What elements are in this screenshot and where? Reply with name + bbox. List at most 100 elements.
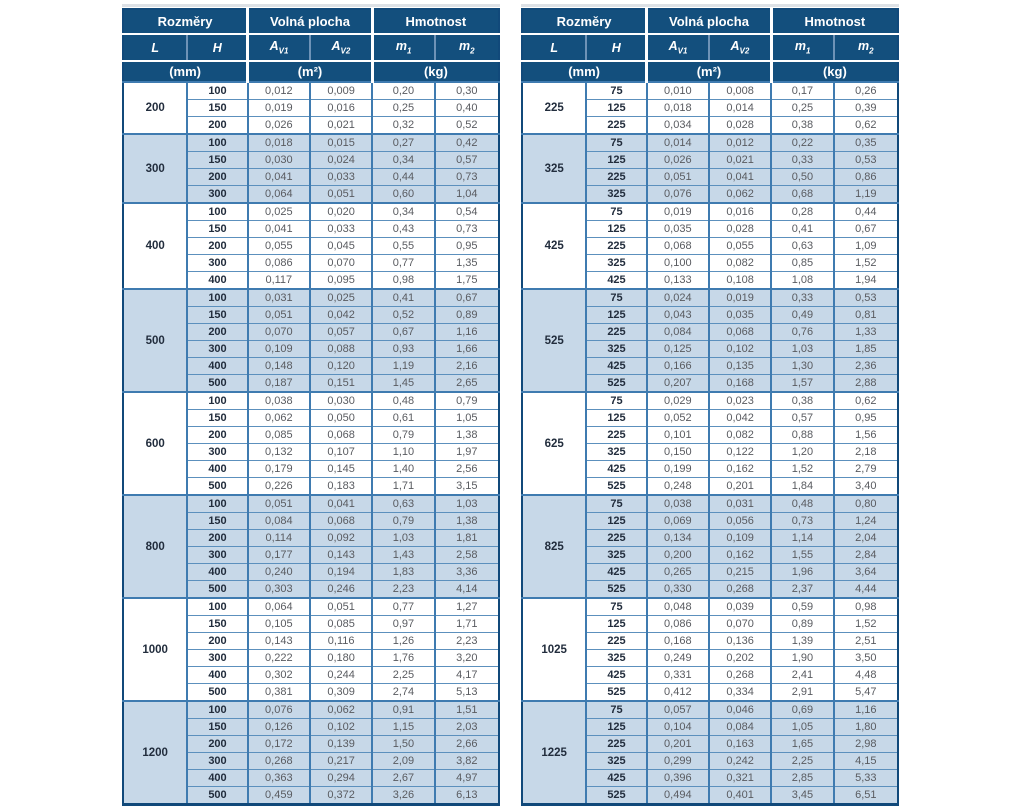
h-dimension-cell: 200 — [187, 632, 249, 650]
value-cell-m2: 0,53 — [833, 288, 898, 307]
h-dimension-cell: 525 — [586, 374, 648, 392]
value-cell-av2: 0,012 — [708, 133, 773, 152]
h-dimension-cell: 300 — [187, 546, 249, 564]
value-cell-av2: 0,372 — [309, 786, 374, 805]
value-cell-m2: 1,97 — [434, 443, 499, 461]
table-row: 225 0,068 0,055 0,63 1,09 — [522, 237, 898, 255]
value-cell-av2: 0,009 — [309, 81, 374, 100]
spec-table-left: Rozměry Volná plocha Hmotnost L H AV1 AV2 m1 m2(… — [122, 4, 500, 806]
value-cell-av1: 0,125 — [646, 340, 710, 358]
h-dimension-cell: 400 — [187, 563, 249, 581]
value-cell-av2: 0,062 — [309, 700, 374, 719]
value-cell-av1: 0,019 — [646, 202, 710, 221]
value-cell-m2: 2,51 — [833, 632, 898, 650]
value-cell-m2: 4,97 — [434, 769, 499, 787]
column-symbol: L — [151, 40, 159, 55]
value-cell-m2: 1,94 — [833, 271, 898, 289]
value-cell-av2: 0,334 — [708, 683, 773, 701]
value-cell-av1: 0,148 — [247, 357, 311, 375]
value-cell-m1: 1,83 — [372, 563, 436, 581]
value-cell-m2: 4,48 — [833, 666, 898, 684]
table-row: 200 0,085 0,068 0,79 1,38 — [123, 426, 499, 444]
value-cell-m1: 1,71 — [372, 477, 436, 495]
h-dimension-cell: 425 — [586, 666, 648, 684]
value-cell-av1: 0,222 — [247, 649, 311, 667]
value-cell-m1: 1,96 — [771, 563, 835, 581]
h-dimension-cell: 325 — [586, 443, 648, 461]
value-cell-av2: 0,102 — [708, 340, 773, 358]
h-dimension-cell: 100 — [187, 288, 249, 307]
table-row: 400 100 0,025 0,020 0,34 0,54 — [123, 202, 499, 289]
table-row: 300 0,109 0,088 0,93 1,66 — [123, 340, 499, 358]
table-row: 400 0,148 0,120 1,19 2,16 — [123, 357, 499, 375]
value-cell-m1: 0,97 — [372, 615, 436, 633]
value-cell-m2: 1,33 — [833, 323, 898, 341]
value-cell-av2: 0,021 — [309, 116, 374, 134]
value-cell-av2: 0,008 — [708, 81, 773, 100]
value-cell-av2: 0,102 — [309, 718, 374, 736]
value-cell-av1: 0,030 — [247, 151, 311, 169]
table-row: 200 0,143 0,116 1,26 2,23 — [123, 632, 499, 650]
value-cell-m2: 1,52 — [833, 615, 898, 633]
h-dimension-cell: 525 — [586, 580, 648, 598]
column-symbol: H — [212, 40, 222, 55]
section-header-1: Volná plocha — [247, 9, 374, 35]
table-row: 200 0,041 0,033 0,44 0,73 — [123, 168, 499, 186]
h-dimension-cell: 400 — [187, 769, 249, 787]
value-cell-av1: 0,014 — [646, 133, 710, 152]
value-cell-m1: 1,45 — [372, 374, 436, 392]
value-cell-m2: 1,80 — [833, 718, 898, 736]
h-dimension-cell: 150 — [187, 99, 249, 117]
value-cell-m1: 1,26 — [372, 632, 436, 650]
h-dimension-cell: 425 — [586, 563, 648, 581]
column-header-m2: m2 — [833, 34, 898, 62]
value-cell-m2: 0,81 — [833, 306, 898, 324]
h-dimension-cell: 200 — [187, 323, 249, 341]
value-cell-m2: 2,79 — [833, 460, 898, 478]
table-row: 400 0,117 0,095 0,98 1,75 — [123, 271, 499, 289]
h-dimension-cell: 500 — [187, 786, 249, 805]
column-symbol: m — [459, 39, 471, 54]
unit-header-0: (mm) — [522, 61, 649, 82]
value-cell-m2: 5,47 — [833, 683, 898, 701]
h-dimension-cell: 225 — [586, 735, 648, 753]
value-cell-m2: 0,26 — [833, 81, 898, 100]
value-cell-m2: 5,33 — [833, 769, 898, 787]
value-cell-av1: 0,179 — [247, 460, 311, 478]
value-cell-av2: 0,035 — [708, 306, 773, 324]
value-cell-m1: 1,30 — [771, 357, 835, 375]
value-cell-m2: 2,98 — [833, 735, 898, 753]
value-cell-av2: 0,024 — [309, 151, 374, 169]
value-cell-m1: 1,10 — [372, 443, 436, 461]
h-dimension-cell: 100 — [187, 202, 249, 221]
table-row: 800 100 0,051 0,041 0,63 1,03 — [123, 494, 499, 598]
h-dimension-cell: 100 — [187, 597, 249, 616]
value-cell-m1: 2,85 — [771, 769, 835, 787]
table-row: 425 75 0,019 0,016 0,28 0,44 — [522, 202, 898, 289]
unit-header-2: (kg) — [372, 61, 499, 82]
value-cell-m1: 0,61 — [372, 409, 436, 427]
value-cell-m1: 0,85 — [771, 254, 835, 272]
value-cell-av2: 0,168 — [708, 374, 773, 392]
value-cell-m1: 1,76 — [372, 649, 436, 667]
table-row: 425 0,166 0,135 1,30 2,36 — [522, 357, 898, 375]
value-cell-av1: 0,109 — [247, 340, 311, 358]
l-dimension-cell: 525 — [522, 288, 588, 392]
value-cell-m2: 2,65 — [434, 374, 499, 392]
column-symbol: m — [858, 39, 870, 54]
value-cell-av2: 0,180 — [309, 649, 374, 667]
value-cell-av2: 0,151 — [309, 374, 374, 392]
value-cell-m2: 3,20 — [434, 649, 499, 667]
value-cell-av1: 0,363 — [247, 769, 311, 787]
value-cell-m1: 0,48 — [372, 391, 436, 410]
value-cell-av2: 0,143 — [309, 546, 374, 564]
value-cell-m1: 0,33 — [771, 151, 835, 169]
h-dimension-cell: 500 — [187, 477, 249, 495]
table-row: 225 0,101 0,082 0,88 1,56 — [522, 426, 898, 444]
value-cell-av1: 0,187 — [247, 374, 311, 392]
value-cell-av2: 0,057 — [309, 323, 374, 341]
table-row: 150 0,084 0,068 0,79 1,38 — [123, 512, 499, 530]
value-cell-m1: 0,27 — [372, 133, 436, 152]
table-row: 200 0,172 0,139 1,50 2,66 — [123, 735, 499, 753]
value-cell-m1: 0,38 — [771, 391, 835, 410]
